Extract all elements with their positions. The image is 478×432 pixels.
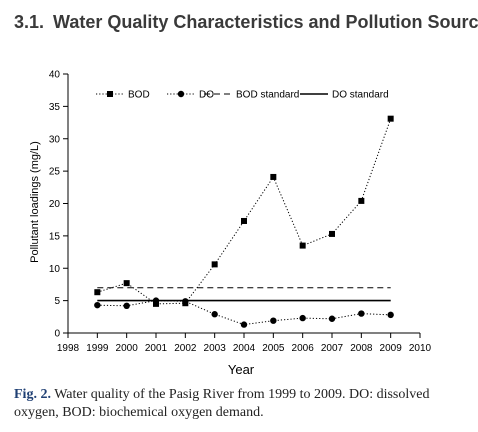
do-point	[240, 321, 248, 328]
section-number: 3.1.	[14, 12, 45, 32]
do-point	[211, 311, 218, 318]
x-tick-label: 2006	[292, 343, 315, 354]
x-tick-label: 2002	[174, 343, 197, 354]
section-title: Water Quality Characteristics and Pollut…	[53, 12, 478, 32]
y-tick-label: 40	[49, 70, 61, 81]
y-tick-label: 0	[54, 329, 60, 340]
x-tick-label: 2005	[262, 343, 285, 354]
x-tick-label: 2001	[145, 343, 168, 354]
do-point	[270, 317, 277, 324]
x-tick-label: 1998	[57, 343, 80, 354]
y-tick-label: 10	[49, 264, 61, 275]
y-axis-label: Pollutant loadings (mg/L)	[29, 141, 41, 263]
bod-point	[211, 261, 218, 268]
chart-legend: BOD DO BOD standard DO standard	[96, 90, 389, 101]
legend-bod-label: BOD	[128, 90, 150, 101]
caption-text: Water quality of the Pasig River from 19…	[14, 387, 430, 420]
y-tick-label: 5	[54, 296, 60, 307]
x-tick-label: 2009	[380, 343, 403, 354]
y-tick-label: 20	[49, 199, 61, 210]
y-tick-label: 30	[49, 134, 61, 145]
section-heading: 3.1. Water Quality Characteristics and P…	[14, 12, 478, 33]
y-tick-label: 25	[49, 167, 61, 178]
x-tick-label: 2007	[321, 343, 344, 354]
caption-label: Fig. 2.	[14, 387, 51, 402]
legend-bod-marker	[107, 91, 113, 97]
bod-point	[358, 197, 365, 204]
bod-point	[241, 217, 247, 224]
x-tick-label: 2010	[409, 343, 432, 354]
legend-do-standard-label: DO standard	[332, 90, 389, 101]
x-axis-label: Year	[228, 362, 255, 377]
bod-point	[387, 115, 394, 122]
legend-do-label: DO	[199, 90, 214, 101]
bod-point	[153, 300, 159, 307]
chart-axes: 0 5 10 15 20 25 30 35 40 1998 1999 2000 2001 2002 2003…	[49, 70, 432, 355]
y-tick-label: 15	[49, 231, 61, 242]
y-tick-label: 35	[49, 102, 61, 113]
bod-point	[299, 242, 306, 249]
do-point	[299, 314, 306, 322]
legend-bod-standard-label: BOD standard	[236, 90, 299, 101]
legend-do-marker	[177, 90, 185, 98]
bod-point	[270, 173, 277, 180]
do-point	[94, 301, 101, 309]
x-tick-label: 2000	[116, 343, 139, 354]
bod-point	[123, 280, 130, 287]
x-tick-label: 2003	[204, 343, 227, 354]
do-point	[123, 302, 130, 310]
bod-series-line	[97, 118, 392, 305]
do-point	[387, 311, 394, 319]
x-tick-label: 2008	[350, 343, 373, 354]
do-series-line	[97, 300, 391, 326]
do-point	[358, 310, 365, 317]
do-point	[328, 315, 336, 322]
bod-point	[329, 230, 335, 237]
bod-point	[94, 289, 101, 296]
figure-caption: Fig. 2. Water quality of the Pasig River…	[14, 386, 466, 422]
x-tick-label: 2004	[233, 343, 256, 354]
chart-series	[94, 115, 394, 328]
x-tick-label: 1999	[86, 343, 109, 354]
